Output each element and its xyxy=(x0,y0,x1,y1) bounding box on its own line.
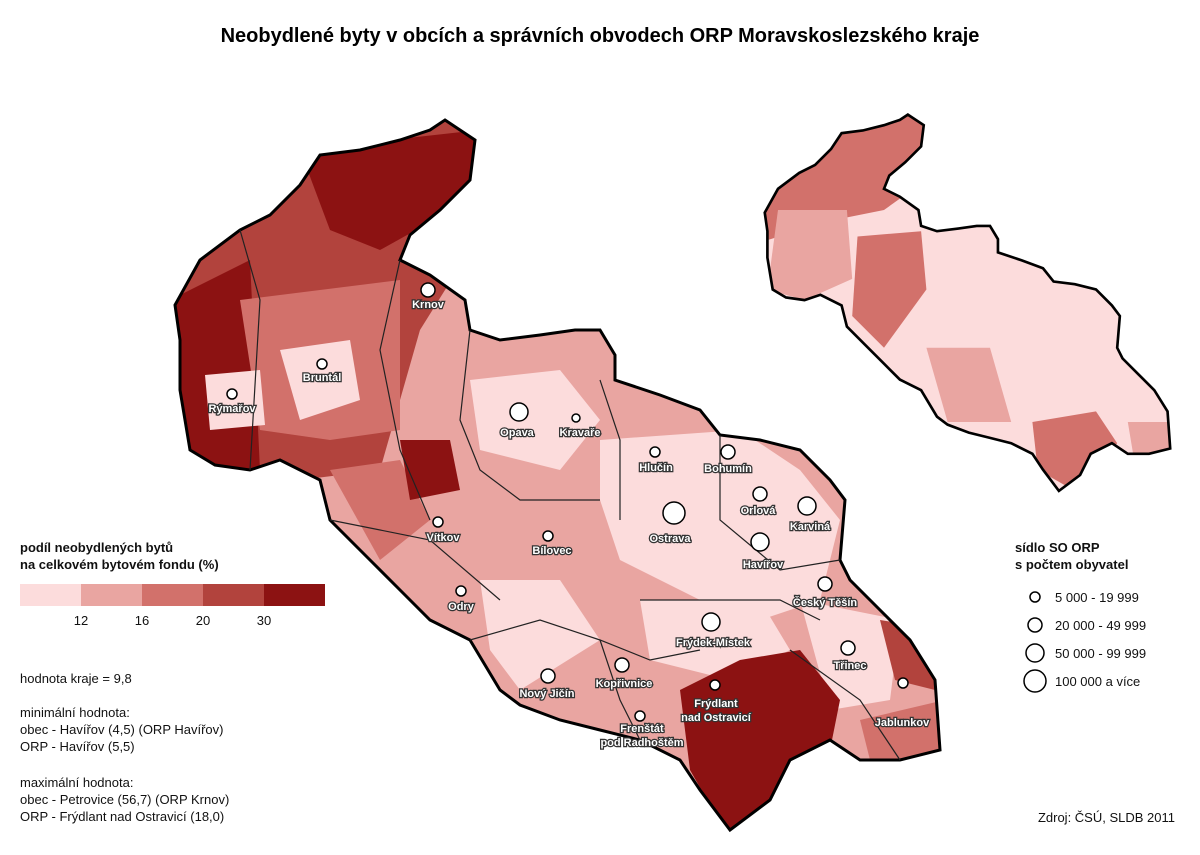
size-label: 50 000 - 99 999 xyxy=(1055,646,1146,661)
stat-text: hodnota kraje = 9,8 xyxy=(20,671,132,686)
stat-text: obec - Petrovice (56,7) (ORP Krnov) xyxy=(20,792,229,807)
size-symbol xyxy=(1027,617,1043,633)
stat-text: maximální hodnota: xyxy=(20,775,133,790)
city-marker xyxy=(432,516,444,528)
city-marker xyxy=(750,532,770,552)
size-label: 20 000 - 49 999 xyxy=(1055,618,1146,633)
city-marker xyxy=(817,576,833,592)
legend-title: na celkovém bytovém fondu (%) xyxy=(20,557,219,572)
city-marker xyxy=(701,612,721,632)
size-legend-title: s počtem obyvatel xyxy=(1015,557,1128,572)
city-label: Hlučín xyxy=(639,462,673,474)
legend-swatch xyxy=(81,584,142,606)
city-marker xyxy=(614,657,630,673)
city-marker xyxy=(720,444,736,460)
city-label: Kopřivnice xyxy=(596,678,653,690)
city-label: Opava xyxy=(500,427,535,439)
legend-swatch xyxy=(203,584,264,606)
size-legend-title: sídlo SO ORP xyxy=(1015,540,1100,555)
legend-swatch xyxy=(20,584,81,606)
city-label: nad Ostravicí xyxy=(681,712,752,724)
city-label: Nový Jičín xyxy=(519,688,574,700)
city-marker xyxy=(797,496,817,516)
stat-text: obec - Havířov (4,5) (ORP Havířov) xyxy=(20,722,223,737)
stat-text: ORP - Havířov (5,5) xyxy=(20,739,135,754)
main-map xyxy=(173,118,942,832)
city-marker xyxy=(226,388,238,400)
legend-swatch xyxy=(264,584,325,606)
legend-break: 16 xyxy=(135,613,149,628)
city-label: Vítkov xyxy=(426,532,460,544)
city-marker xyxy=(509,402,529,422)
city-label: Frýdek-Místek xyxy=(676,637,751,649)
city-marker xyxy=(897,677,909,689)
city-marker xyxy=(634,710,646,722)
city-marker xyxy=(540,668,556,684)
city-label: pod Radhoštěm xyxy=(600,737,683,749)
city-label: Frenštát xyxy=(620,723,664,735)
stat-text: minimální hodnota: xyxy=(20,705,130,720)
city-label: Odry xyxy=(448,601,475,613)
city-marker xyxy=(542,530,554,542)
city-label: Bruntál xyxy=(303,372,342,384)
city-label: Orlová xyxy=(741,505,777,517)
inset-map xyxy=(763,113,1172,493)
size-symbol xyxy=(1023,669,1047,693)
city-label: Kravaře xyxy=(560,427,601,439)
city-marker xyxy=(649,446,661,458)
city-label: Bílovec xyxy=(532,545,571,557)
city-marker xyxy=(709,679,721,691)
legend-break: 20 xyxy=(196,613,210,628)
city-label: Ostrava xyxy=(650,533,692,545)
city-marker xyxy=(316,358,328,370)
city-label: Frýdlant xyxy=(694,698,738,710)
stat-text: ORP - Frýdlant nad Ostravicí (18,0) xyxy=(20,809,224,824)
size-symbol xyxy=(1025,643,1045,663)
city-marker xyxy=(840,640,856,656)
city-label: Bohumín xyxy=(704,463,752,475)
source: Zdroj: ČSÚ, SLDB 2011 xyxy=(1038,810,1175,825)
map-title: Neobydlené byty v obcích a správních obv… xyxy=(221,25,980,47)
size-label: 100 000 a více xyxy=(1055,674,1140,689)
legend-break: 12 xyxy=(74,613,88,628)
city-label: Český Těšín xyxy=(793,596,857,609)
city-marker xyxy=(571,413,581,423)
legend-title: podíl neobydlených bytů xyxy=(20,540,173,555)
legend-break: 30 xyxy=(257,613,271,628)
city-label: Třinec xyxy=(833,660,866,672)
legend: podíl neobydlených bytů na celkovém byto… xyxy=(20,540,1175,825)
city-label: Jablunkov xyxy=(875,717,930,729)
city-marker xyxy=(752,486,768,502)
city-label: Rýmařov xyxy=(208,403,256,415)
city-label: Karviná xyxy=(790,521,831,533)
size-label: 5 000 - 19 999 xyxy=(1055,590,1139,605)
city-label: Krnov xyxy=(412,299,445,311)
size-symbol xyxy=(1029,591,1041,603)
city-marker xyxy=(662,501,686,525)
city-label: Havířov xyxy=(743,559,784,571)
city-marker xyxy=(420,282,436,298)
city-marker xyxy=(455,585,467,597)
legend-swatch xyxy=(142,584,203,606)
